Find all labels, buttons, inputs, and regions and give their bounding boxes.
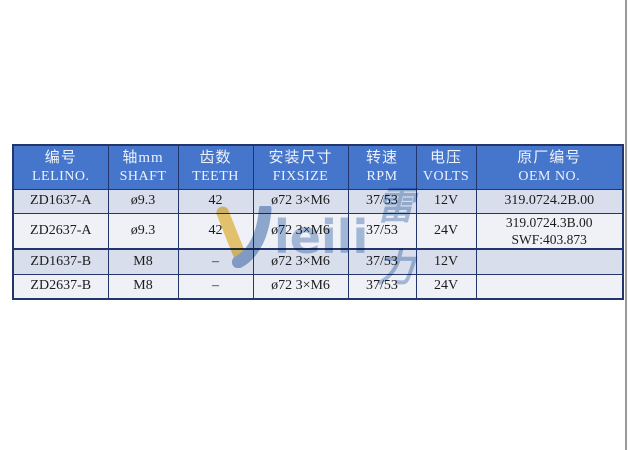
col-header-teeth-en: TEETH (192, 169, 239, 185)
cell-oem: 319.0724.3B.00 SWF:403.873 (475, 212, 624, 250)
col-header-oem-cn: 原厂编号 (517, 150, 582, 167)
cell-teeth: – (177, 273, 254, 300)
col-header-lelino-en: LELINO. (31, 169, 90, 185)
cell-fixsize: ø72 3×M6 (252, 188, 349, 214)
col-header-rpm-cn: 转速 (365, 150, 398, 167)
cell-lelino: ZD2637-A (12, 212, 109, 250)
cell-lelino: ZD2637-B (12, 273, 109, 300)
cell-fixsize: ø72 3×M6 (252, 273, 349, 300)
col-header-volts-en: VOLTS (422, 169, 470, 185)
cell-teeth: 42 (177, 188, 254, 214)
table-row: ZD2637-A ø9.3 42 ø72 3×M6 37/53 24V 319.… (12, 212, 624, 250)
cell-shaft: M8 (107, 273, 179, 300)
col-header-lelino: 编号 LELINO. (12, 144, 109, 190)
motor-spec-table: 编号 LELINO. 轴mm SHAFT 齿数 TEETH 安装尺寸 FIXSI… (12, 144, 624, 300)
cell-volts: 12V (415, 248, 477, 275)
cell-fixsize: ø72 3×M6 (252, 212, 349, 250)
header-row: 编号 LELINO. 轴mm SHAFT 齿数 TEETH 安装尺寸 FIXSI… (12, 144, 624, 190)
col-header-teeth: 齿数 TEETH (177, 144, 254, 190)
col-header-fixsize-cn: 安装尺寸 (268, 150, 333, 167)
table-row: ZD2637-B M8 – ø72 3×M6 37/53 24V (12, 273, 624, 300)
table-row: ZD1637-B M8 – ø72 3×M6 37/53 12V (12, 248, 624, 275)
cell-shaft: ø9.3 (107, 212, 179, 250)
cell-teeth: – (177, 248, 254, 275)
cell-oem (475, 248, 624, 275)
col-header-rpm: 转速 RPM (347, 144, 417, 190)
cell-rpm: 37/53 (347, 273, 417, 300)
cell-teeth: 42 (177, 212, 254, 250)
cell-rpm: 37/53 (347, 212, 417, 250)
col-header-lelino-cn: 编号 (44, 150, 77, 167)
col-header-shaft-cn: 轴mm (122, 150, 164, 167)
col-header-fixsize: 安装尺寸 FIXSIZE (252, 144, 349, 190)
col-header-oem-en: OEM NO. (518, 169, 581, 185)
cell-rpm: 37/53 (347, 248, 417, 275)
col-header-shaft: 轴mm SHAFT (107, 144, 179, 190)
cell-shaft: ø9.3 (107, 188, 179, 214)
cell-rpm: 37/53 (347, 188, 417, 214)
cell-oem (475, 273, 624, 300)
col-header-fixsize-en: FIXSIZE (272, 169, 329, 185)
cell-volts: 12V (415, 188, 477, 214)
cell-shaft: M8 (107, 248, 179, 275)
cell-oem: 319.0724.2B.00 (475, 188, 624, 214)
page-right-edge (625, 0, 627, 450)
spec-table: 编号 LELINO. 轴mm SHAFT 齿数 TEETH 安装尺寸 FIXSI… (12, 144, 624, 300)
cell-lelino: ZD1637-B (12, 248, 109, 275)
col-header-volts-cn: 电压 (429, 150, 462, 167)
cell-volts: 24V (415, 212, 477, 250)
cell-volts: 24V (415, 273, 477, 300)
cell-lelino: ZD1637-A (12, 188, 109, 214)
col-header-rpm-en: RPM (366, 169, 398, 185)
col-header-teeth-cn: 齿数 (199, 150, 232, 167)
col-header-volts: 电压 VOLTS (415, 144, 477, 190)
col-header-shaft-en: SHAFT (119, 169, 167, 185)
table-row: ZD1637-A ø9.3 42 ø72 3×M6 37/53 12V 319.… (12, 188, 624, 214)
cell-fixsize: ø72 3×M6 (252, 248, 349, 275)
col-header-oem: 原厂编号 OEM NO. (475, 144, 624, 190)
